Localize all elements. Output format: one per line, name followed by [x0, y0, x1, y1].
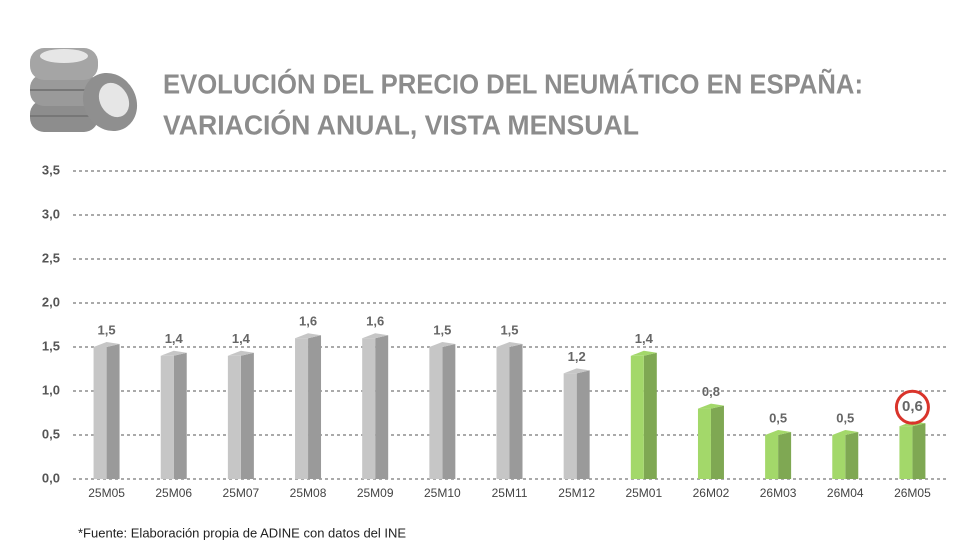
value-label: 0,5 — [769, 410, 787, 425]
chart-title: VARIACIÓN ANUAL, VISTA MENSUAL — [163, 109, 639, 140]
value-label: 1,5 — [98, 322, 116, 337]
x-tick-label: 25M11 — [492, 486, 528, 500]
bar-side — [576, 370, 590, 479]
y-tick-label: 0,0 — [42, 470, 60, 485]
bar-cap — [765, 430, 792, 435]
bar-side — [442, 344, 456, 479]
value-label: 0,5 — [836, 410, 854, 425]
value-label: 1,4 — [635, 331, 654, 346]
y-tick-label: 3,5 — [42, 162, 60, 177]
x-tick-label: 25M08 — [290, 486, 327, 500]
value-label: 1,6 — [299, 314, 317, 329]
bar-side — [240, 352, 254, 479]
value-label: 1,4 — [232, 331, 251, 346]
bar — [832, 435, 846, 479]
highlight-circle — [894, 389, 930, 425]
y-tick-label: 1,0 — [42, 382, 60, 397]
bar-side — [308, 335, 322, 479]
bar — [563, 373, 577, 479]
value-label: 1,5 — [500, 322, 518, 337]
bar-side — [912, 423, 926, 479]
bar — [765, 435, 779, 479]
x-tick-label: 25M12 — [558, 486, 595, 500]
bar-cap — [563, 368, 590, 374]
bar-cap — [362, 333, 389, 339]
value-label: 1,4 — [165, 331, 184, 346]
bar — [697, 408, 711, 479]
bar-cap — [630, 350, 657, 356]
bar-cap — [227, 350, 254, 356]
bar — [93, 347, 107, 479]
x-tick-label: 26M02 — [693, 486, 730, 500]
bar-cap — [832, 430, 859, 435]
bar — [429, 347, 443, 479]
bar — [496, 347, 510, 479]
x-tick-label: 25M05 — [88, 486, 125, 500]
value-label: 1,2 — [568, 349, 586, 364]
bar-cap — [697, 403, 724, 409]
bar — [630, 355, 644, 479]
x-tick-label: 26M03 — [760, 486, 797, 500]
bar — [227, 355, 241, 479]
x-tick-label: 25M09 — [357, 486, 394, 500]
value-label: 0,8 — [702, 384, 720, 399]
bar-cap — [93, 342, 120, 347]
value-label: 1,5 — [433, 322, 451, 337]
x-tick-label: 25M06 — [155, 486, 192, 500]
bar-cap — [160, 350, 187, 356]
bar-cap — [496, 342, 523, 347]
x-tick-label: 25M10 — [424, 486, 461, 500]
value-label: 0,6 — [902, 398, 923, 415]
bar-cap — [295, 333, 322, 339]
x-tick-label: 25M07 — [223, 486, 260, 500]
tire-icon — [30, 48, 138, 132]
bar — [899, 426, 913, 479]
bar-side — [643, 352, 657, 479]
source-note: *Fuente: Elaboración propia de ADINE con… — [78, 525, 406, 540]
bar-side — [778, 432, 792, 479]
x-tick-label: 26M05 — [894, 486, 931, 500]
bar — [160, 355, 174, 479]
bar-side — [173, 352, 187, 479]
bar-side — [106, 344, 120, 479]
value-label: 1,6 — [366, 314, 384, 329]
bar-side — [845, 432, 859, 479]
y-tick-label: 2,5 — [42, 250, 60, 265]
x-tick-label: 26M04 — [827, 486, 864, 500]
x-tick-label: 25M01 — [625, 486, 662, 500]
bar-cap — [429, 342, 456, 347]
y-tick-label: 3,0 — [42, 206, 60, 221]
bar — [362, 338, 376, 479]
bar-side — [710, 405, 724, 479]
bar — [295, 338, 309, 479]
bar-side — [375, 335, 389, 479]
y-tick-label: 0,5 — [42, 426, 60, 441]
chart-title: EVOLUCIÓN DEL PRECIO DEL NEUMÁTICO EN ES… — [163, 68, 863, 99]
y-tick-label: 1,5 — [42, 338, 60, 353]
y-tick-label: 2,0 — [42, 294, 60, 309]
bar-side — [509, 344, 523, 479]
